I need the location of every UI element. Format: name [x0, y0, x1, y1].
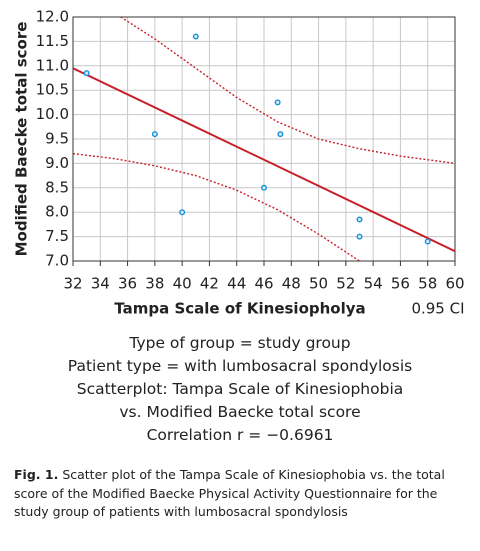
y-tick-label: 11.0	[36, 56, 69, 74]
x-tick-label: 38	[145, 275, 164, 293]
data-point	[424, 238, 431, 245]
plot-frame	[72, 16, 456, 262]
x-tick-label: 46	[254, 275, 273, 293]
y-tick-label: 12.0	[36, 8, 69, 26]
data-point	[356, 233, 363, 240]
x-tick-label: 56	[391, 275, 410, 293]
y-tick-label: 9.5	[45, 130, 69, 148]
y-tick-label: 11.5	[36, 32, 69, 50]
y-tick-label: 8.5	[45, 178, 69, 196]
x-axis-label: Tampa Scale of Kinesiopholya	[114, 300, 365, 318]
x-tick-label: 34	[91, 275, 110, 293]
caption: Fig. 1. Scatter plot of the Tampa Scale …	[14, 466, 464, 522]
ci-line	[73, 152, 360, 261]
x-tick-label: 60	[445, 275, 464, 293]
info-line: vs. Modified Baecke total score	[119, 403, 361, 421]
ci-line	[120, 17, 455, 165]
y-tick-label: 7.0	[45, 252, 69, 270]
y-tick-label: 8.0	[45, 203, 69, 221]
regression-line	[73, 67, 455, 253]
info-block: Type of group = study group Patient type …	[0, 332, 480, 447]
x-tick-label: 48	[282, 275, 301, 293]
x-tick-label: 52	[336, 275, 355, 293]
x-tick-label: 36	[118, 275, 137, 293]
data-point	[274, 99, 281, 106]
info-line: Correlation r = −0.6961	[146, 426, 334, 444]
y-tick-label: 10.5	[36, 81, 69, 99]
x-tick-label: 32	[63, 275, 82, 293]
y-tick-label: 9.0	[45, 154, 69, 172]
ci-label: 0.95 CI	[411, 300, 464, 318]
data-point	[179, 209, 186, 216]
chart: Modified Baecke total score Tampa Scale …	[13, 8, 465, 318]
y-tick-label: 10.0	[36, 105, 69, 123]
x-tick-label: 58	[418, 275, 437, 293]
y-axis-label: Modified Baecke total score	[13, 22, 31, 257]
info-line: Scatterplot: Tampa Scale of Kinesiophobi…	[76, 380, 404, 398]
x-tick-label: 44	[227, 275, 246, 293]
caption-text: Scatter plot of the Tampa Scale of Kines…	[14, 467, 445, 519]
data-point	[83, 70, 90, 77]
data-point	[356, 216, 363, 223]
y-tick-label: 7.5	[45, 227, 69, 245]
x-tick-label: 54	[364, 275, 383, 293]
data-point	[151, 131, 158, 138]
data-point	[192, 33, 199, 40]
data-point	[277, 131, 284, 138]
info-line: Type of group = study group	[129, 334, 351, 352]
caption-label: Fig. 1.	[14, 467, 59, 482]
x-tick-label: 42	[200, 275, 219, 293]
x-tick-label: 40	[173, 275, 192, 293]
info-line: Patient type = with lumbosacral spondylo…	[67, 357, 413, 375]
x-tick-label: 50	[309, 275, 328, 293]
data-point	[261, 184, 268, 191]
